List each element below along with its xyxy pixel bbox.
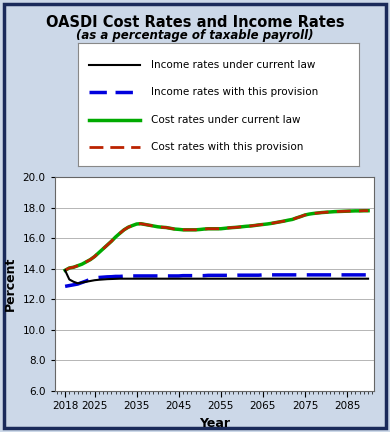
Text: Cost rates with this provision: Cost rates with this provision <box>151 142 303 152</box>
Y-axis label: Percent: Percent <box>4 257 17 311</box>
Text: OASDI Cost Rates and Income Rates: OASDI Cost Rates and Income Rates <box>46 15 344 30</box>
Text: (as a percentage of taxable payroll): (as a percentage of taxable payroll) <box>76 29 314 42</box>
Text: Income rates with this provision: Income rates with this provision <box>151 87 318 98</box>
X-axis label: Year: Year <box>199 417 230 430</box>
Text: Income rates under current law: Income rates under current law <box>151 60 316 70</box>
Text: Cost rates under current law: Cost rates under current law <box>151 114 301 124</box>
